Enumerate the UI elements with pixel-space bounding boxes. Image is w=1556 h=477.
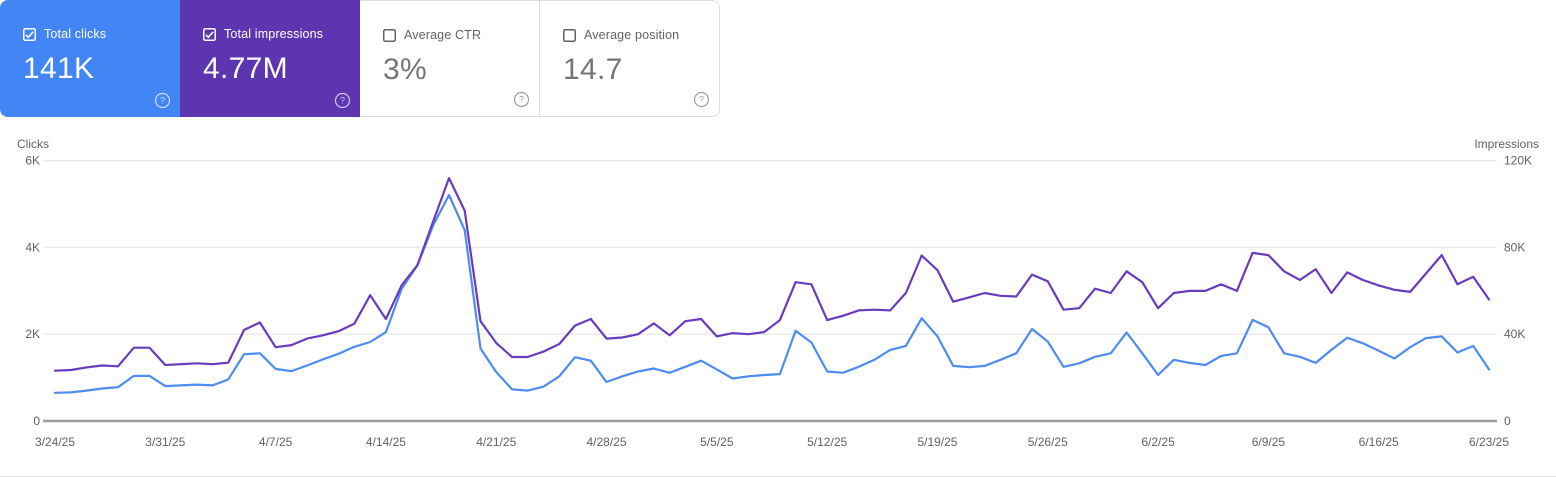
svg-text:?: ? [160,96,165,106]
x-tick-label: 4/28/25 [587,435,627,449]
x-tick-label: 4/7/25 [259,435,293,449]
metric-card-total-clicks[interactable]: Total clicks 141K? [0,0,180,117]
x-tick-label: 3/24/25 [35,435,75,449]
help-icon[interactable]: ? [513,91,530,108]
metric-card-average-ctr[interactable]: Average CTR 3%? [360,0,540,117]
metric-toggle-row: Average CTR [383,28,539,42]
metric-value: 141K [23,52,95,85]
right-y-tick-label: 0 [1504,414,1511,428]
metric-card-total-impressions[interactable]: Total impressions 4.77M? [180,0,360,117]
right-y-tick-label: 80K [1504,240,1525,254]
metric-card-average-position[interactable]: Average position 14.7? [540,0,720,117]
x-tick-label: 4/21/25 [476,435,516,449]
svg-text:?: ? [519,95,524,105]
left-y-tick-label: 2K [25,327,40,341]
x-tick-label: 5/12/25 [807,435,847,449]
left-y-tick-label: 6K [25,154,40,168]
metric-label: Total impressions [224,27,324,41]
x-tick-label: 3/31/25 [145,435,185,449]
metric-toggle-row: Total clicks [23,27,180,41]
x-tick-label: 4/14/25 [366,435,406,449]
average-position-checkbox[interactable] [563,28,576,42]
svg-text:?: ? [699,95,704,105]
metric-toggle-row: Total impressions [203,27,360,41]
x-tick-label: 6/9/25 [1252,435,1286,449]
right-axis-title: Impressions [1474,137,1539,151]
average-ctr-checkbox[interactable] [383,28,396,42]
metric-toggle-row: Average position [563,28,719,42]
x-tick-label: 5/5/25 [700,435,734,449]
metric-value: 3% [383,53,427,86]
metric-label: Average CTR [404,28,482,42]
x-tick-label: 6/2/25 [1141,435,1175,449]
total-impressions-checkbox[interactable] [203,27,216,41]
left-y-tick-label: 0 [33,414,40,428]
metric-cards: Total clicks 141K? Total impressions 4.77M?… [0,0,720,117]
help-icon[interactable]: ? [334,92,351,109]
impressions-line [53,177,1491,372]
x-tick-label: 6/23/25 [1469,435,1509,449]
x-tick-label: 5/19/25 [917,435,957,449]
x-tick-label: 6/16/25 [1359,435,1399,449]
left-axis-title: Clicks [17,137,49,151]
clicks-line [53,193,1491,394]
x-tick-label: 5/26/25 [1028,435,1068,449]
total-clicks-checkbox[interactable] [23,27,36,41]
metric-label: Total clicks [44,27,107,41]
metric-value: 14.7 [563,53,623,86]
help-icon[interactable]: ? [154,92,171,109]
right-y-tick-label: 120K [1504,154,1532,168]
help-icon[interactable]: ? [693,91,710,108]
metric-value: 4.77M [203,52,288,85]
right-y-tick-label: 40K [1504,327,1525,341]
metric-label: Average position [584,28,680,42]
svg-text:?: ? [340,96,345,106]
left-y-tick-label: 4K [25,240,40,254]
